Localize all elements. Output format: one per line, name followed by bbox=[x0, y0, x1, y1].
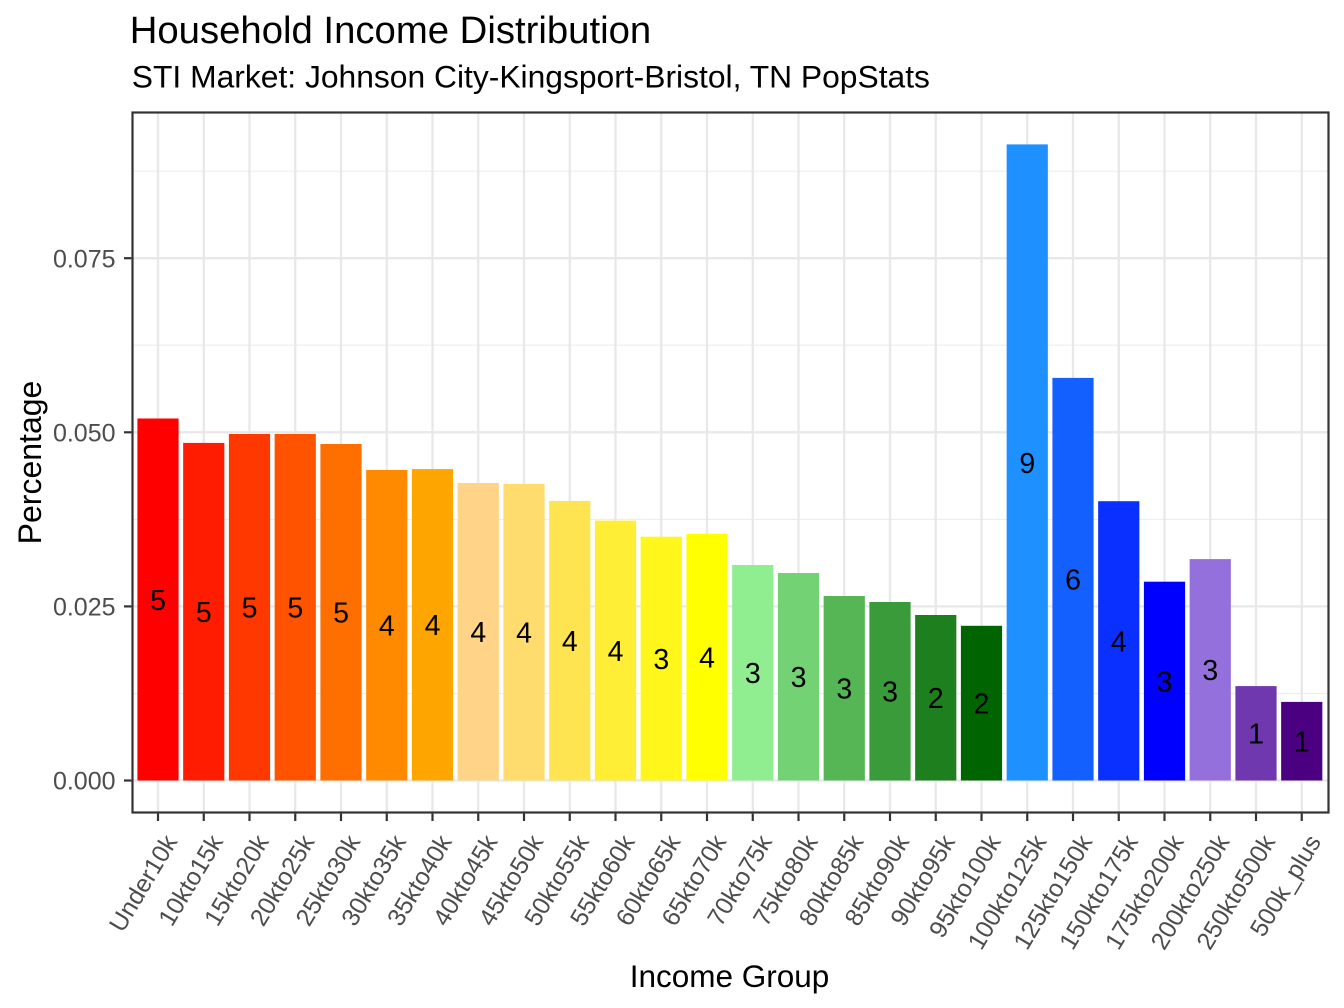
svg-text:3: 3 bbox=[836, 674, 852, 706]
svg-text:3: 3 bbox=[882, 677, 898, 709]
svg-text:0.050: 0.050 bbox=[53, 419, 116, 447]
svg-text:Income Group: Income Group bbox=[630, 958, 830, 994]
svg-text:4: 4 bbox=[562, 626, 578, 658]
svg-text:4: 4 bbox=[699, 643, 715, 675]
svg-text:5: 5 bbox=[150, 585, 166, 617]
svg-text:1: 1 bbox=[1248, 719, 1264, 751]
svg-text:0.000: 0.000 bbox=[53, 768, 116, 796]
svg-text:2: 2 bbox=[928, 683, 944, 715]
svg-text:3: 3 bbox=[653, 644, 669, 676]
svg-text:4: 4 bbox=[516, 618, 532, 650]
svg-text:STI Market: Johnson City-Kings: STI Market: Johnson City-Kingsport-Brist… bbox=[132, 58, 930, 94]
svg-text:Household Income Distribution: Household Income Distribution bbox=[130, 9, 652, 52]
svg-text:5: 5 bbox=[333, 598, 349, 630]
svg-text:3: 3 bbox=[1202, 655, 1218, 687]
svg-text:4: 4 bbox=[425, 610, 441, 642]
svg-text:4: 4 bbox=[470, 617, 486, 649]
svg-text:1: 1 bbox=[1294, 727, 1310, 759]
svg-text:4: 4 bbox=[379, 611, 395, 643]
svg-text:0.075: 0.075 bbox=[53, 245, 116, 273]
svg-text:6: 6 bbox=[1065, 565, 1081, 597]
svg-text:3: 3 bbox=[791, 662, 807, 694]
svg-text:5: 5 bbox=[196, 597, 212, 629]
svg-text:9: 9 bbox=[1019, 448, 1035, 480]
svg-text:5: 5 bbox=[242, 593, 258, 625]
svg-text:2: 2 bbox=[974, 689, 990, 721]
svg-text:5: 5 bbox=[287, 593, 303, 625]
svg-text:4: 4 bbox=[1111, 626, 1127, 658]
svg-text:3: 3 bbox=[1157, 667, 1173, 699]
svg-text:3: 3 bbox=[745, 658, 761, 690]
svg-text:4: 4 bbox=[608, 636, 624, 668]
svg-text:0.025: 0.025 bbox=[53, 594, 116, 622]
svg-text:Percentage: Percentage bbox=[12, 381, 48, 545]
